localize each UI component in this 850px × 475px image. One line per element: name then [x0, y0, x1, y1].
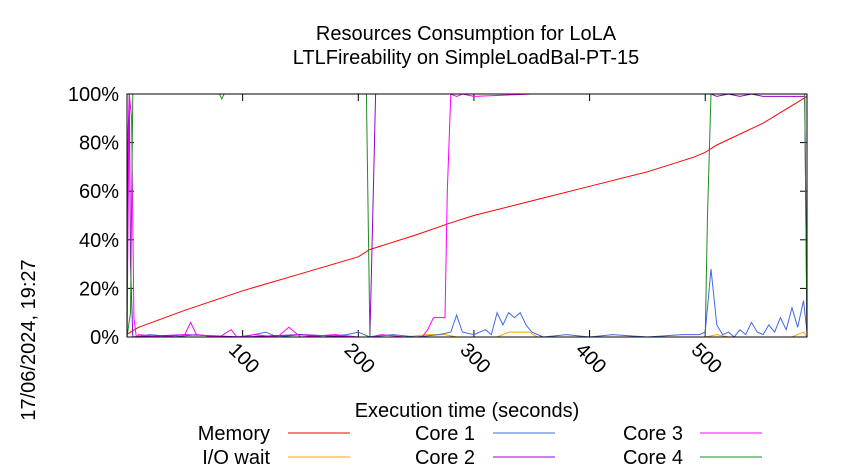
x-tick-label: 100 — [224, 339, 263, 378]
y-tick-label: 20% — [79, 278, 119, 300]
legend-label-core-4: Core 4 — [623, 447, 683, 469]
series-line-memory — [126, 95, 808, 336]
chart-subtitle: LTLFireability on SimpleLoadBal-PT-15 — [293, 47, 639, 69]
series-line-core-2 — [126, 93, 808, 338]
series-line-core-4 — [126, 93, 808, 338]
y-tick-label: 40% — [79, 230, 119, 252]
y-tick-label: 0% — [90, 327, 119, 349]
x-tick-label: 300 — [455, 339, 494, 378]
y-tick-label: 100% — [68, 84, 119, 106]
x-tick-label: 200 — [340, 339, 379, 378]
x-tick-label: 500 — [687, 339, 726, 378]
legend-label-core-2: Core 2 — [415, 447, 475, 469]
plot-frame — [126, 93, 808, 338]
legend-label-memory: Memory — [198, 423, 270, 445]
legend-label-core-3: Core 3 — [623, 423, 683, 445]
chart-title: Resources Consumption for LoLA — [316, 23, 617, 45]
y-tick-label: 60% — [79, 181, 119, 203]
timestamp-label: 17/06/2024, 19:27 — [18, 259, 40, 420]
series-line-core-1 — [127, 268, 808, 338]
legend-label-i-o-wait: I/O wait — [202, 447, 270, 469]
series-line-core-3 — [126, 93, 807, 339]
x-axis-label: Execution time (seconds) — [355, 400, 580, 422]
y-tick-label: 80% — [79, 133, 119, 155]
x-tick-label: 400 — [571, 339, 610, 378]
legend-label-core-1: Core 1 — [415, 423, 475, 445]
plot-area: 0% 20% 40% 60% 80% 100% 100 200 300 400 500 — [68, 84, 808, 378]
